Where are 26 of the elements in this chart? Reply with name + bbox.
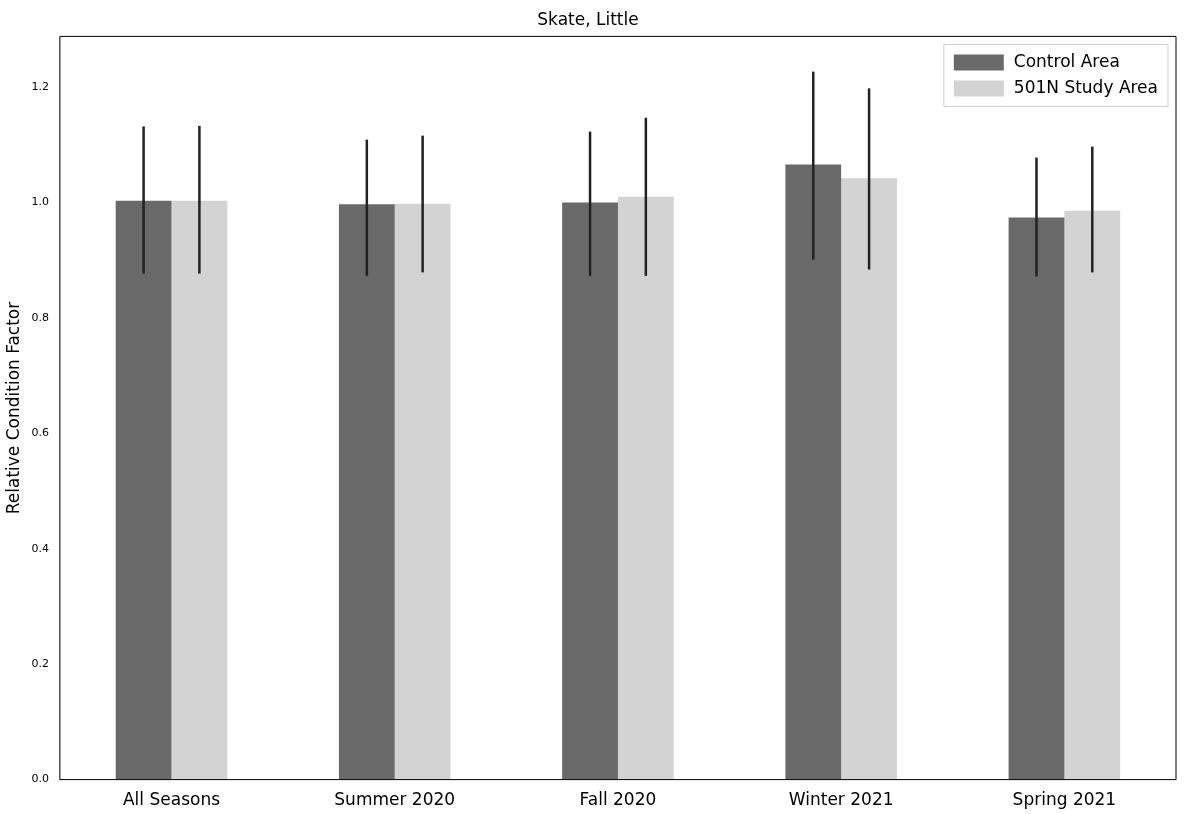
y-tick-label: 0.2	[31, 657, 49, 671]
x-tick-label: Winter 2021	[788, 789, 894, 810]
y-tick-label: 0.8	[31, 310, 49, 324]
bar	[338, 204, 395, 780]
y-tick-label: 0.4	[31, 541, 49, 555]
bar	[394, 203, 451, 780]
x-tick-label: All Seasons	[122, 789, 221, 810]
bar	[115, 200, 172, 780]
legend-label: 501N Study Area	[1013, 76, 1159, 97]
y-axis-title: Relative Condition Factor	[2, 301, 23, 515]
y-tick-label: 1.2	[31, 80, 49, 94]
bar	[1064, 210, 1121, 780]
y-tick-label: 0.6	[31, 426, 49, 440]
x-tick-label: Fall 2020	[579, 789, 657, 810]
bar	[171, 200, 228, 780]
bar	[785, 164, 842, 780]
chart-title: Skate, Little	[537, 8, 639, 29]
x-tick-label: Spring 2021	[1012, 789, 1117, 810]
legend-label: Control Area	[1013, 50, 1120, 71]
bar	[841, 178, 897, 780]
bar	[562, 202, 618, 780]
y-tick-label: 1.0	[31, 195, 49, 209]
x-tick-label: Summer 2020	[334, 789, 456, 810]
y-tick-label: 0.0	[31, 772, 49, 786]
bar	[1008, 217, 1065, 780]
bar	[617, 196, 674, 780]
